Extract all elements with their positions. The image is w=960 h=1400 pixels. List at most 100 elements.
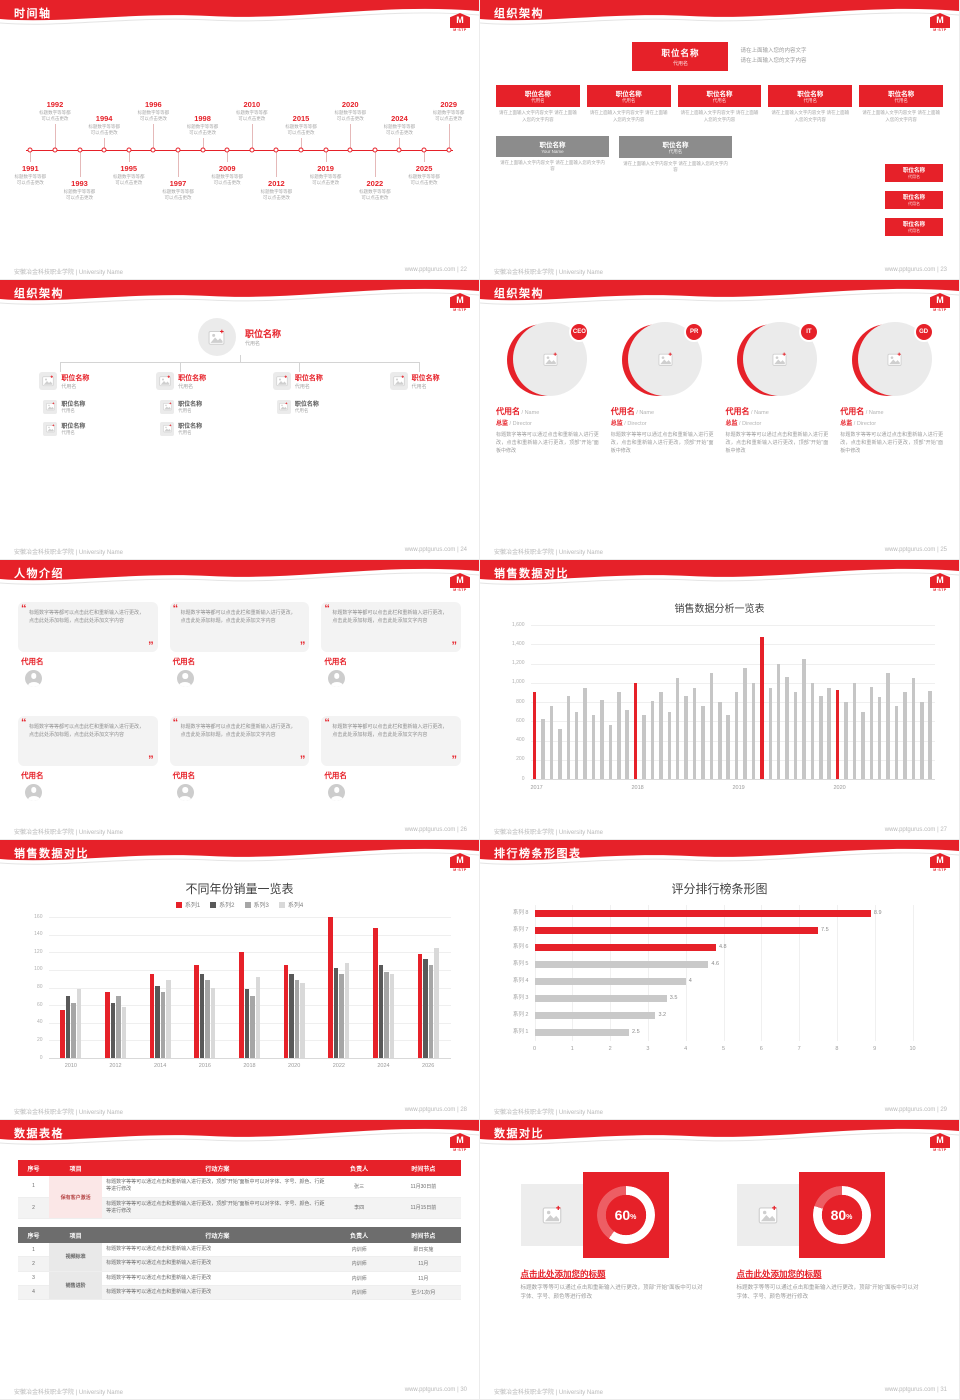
timeline-item: 2015 标题数字等等都可以点击更改 [285,36,317,264]
org-box: 职位名称 代用名 [586,85,671,107]
org-box-small: 职位名称 代用名 [885,164,943,182]
progress-ring [596,1186,655,1244]
timeline-stem [227,150,229,162]
timeline-year: 1995 [120,164,138,173]
gridline [761,905,763,1041]
table-row: 1 保有客户激活 标题数字等等可以通过点击和重新输入进行更改，顶部“开始”面板中… [18,1176,461,1219]
slide-data-tables[interactable]: 数据表格 M M·STP 序号 项目 行动方案 负责人 时间节点 [0,1120,480,1400]
x-tick-label: 2 [608,1045,612,1052]
position-sub: 代用名 [294,383,310,390]
gridline [530,779,935,780]
bar [566,696,571,779]
footer-site-page: www.pptgurus.com | 30 [404,1387,467,1393]
gridline [48,969,451,971]
slide-sales-analysis[interactable]: 销售数据对比 M M·STP 销售数据分析一览表 0 200 400 600 800 1,… [480,560,960,840]
timeline-stem [128,150,130,162]
slide-data-compare[interactable]: 数据对比 M M·STP [480,1120,960,1400]
avatar-placeholder [160,399,175,414]
member-card: GD 代用名 / Name 总监 / Director 标题数字等等可以通过点击… [840,320,943,544]
gridline [799,905,801,1041]
position-title: 职位名称 [797,91,824,98]
position-sub: Your Name [541,148,564,154]
org-gray-box: 职位名称 代用名 [619,135,732,158]
slide-footer: 安徽冶金科技职业学院 | University Name www.pptguru… [14,1387,467,1396]
x-tick-label: 2010 [64,1062,77,1069]
timeline-caption: 标题数字等等都可以点击更改 [137,110,170,122]
timeline-item: 2020 标题数字等等都可以点击更改 [334,36,366,264]
bar [300,983,305,1058]
sales-by-year-chart: 0 20 40 60 80 100 120 140 160 2010 2012 2014 2016 201… [19,911,461,1071]
image-placeholder-icon [393,375,405,387]
footer-site-page: www.pptgurus.com | 29 [884,1107,947,1113]
person-name: 代用名 [21,771,44,780]
bar [71,1003,76,1058]
bar [583,687,587,779]
header-wave-decoration [480,560,959,594]
avatar-placeholder [389,372,408,390]
slide-org-circles[interactable]: 组织架构 M M·STP CEO 代用名 / Name 总监 [480,280,960,560]
slide-title: 组织架构 [14,288,64,300]
timeline-stem [276,150,278,177]
bar-category-label: 系列 6 [512,943,529,950]
bar-value-label: 2.5 [632,1028,640,1035]
org-branch: 职位名称 代用名 [356,372,473,436]
slide-sales-by-year[interactable]: 销售数据对比 M M·STP 不同年份销量一览表 系列1 系列2 系列3 系列4 0 2… [0,840,480,1120]
legend-swatch [210,901,217,908]
bar-value-label: 4 [688,977,692,984]
footer-school: 安徽冶金科技职业学院 | University Name [14,830,123,836]
member-name: 代用名 / Name [725,407,769,416]
slide-header: 组织架构 M M·STP [0,280,479,316]
image-placeholder-icon [887,352,902,367]
position-sub: 代用名 [668,148,683,154]
legend-label: 系列3 [253,903,269,909]
bar [105,991,110,1058]
bar [877,697,882,779]
timeline-caption: 标题数字等等都可以点击更改 [383,124,416,136]
logo-icon: M [930,293,950,308]
open-quote-icon: “ [324,717,330,729]
quote-bubble: “ 标题数字等等都可以点击此栏和重新输入进行更改，点击此处添加标题，点击此处添加… [18,716,158,766]
timeline-dot [52,147,58,153]
image-placeholder-icon [159,375,171,387]
timeline-caption: 标题数字等等都可以点击更改 [260,189,293,200]
bar [743,668,747,779]
member-desc: 标题数字等等可以通过点击和重新输入进行更改，点击和重新输入进行更改，顶部“开始”… [840,432,943,454]
quote-bubble: “ 标题数字等等都可以点击此栏和重新输入进行更改，点击此处添加标题，点击此处添加… [169,716,310,766]
x-tick-label: 8 [835,1045,839,1052]
y-tick-label: 1,600 [511,621,525,628]
bar [328,917,333,1058]
position-title: 职位名称 [902,195,925,201]
logo-subtext: M·STP [933,308,947,312]
org-box: 职位名称 代用名 [677,85,762,107]
member-desc: 标题数字等等可以通过点击和重新输入进行更改，点击和重新输入进行更改，顶部“开始”… [725,432,829,454]
slide-ranking-chart[interactable]: 排行榜条形图表 M M·STP 评分排行榜条形图 0 1 2 3 4 5 6 7 8 9 10 系列 … [480,840,960,1120]
gridline [48,987,451,989]
org-box-desc: 请在上面输入文字内容文字 请在上面输入您的文字内容 [680,110,759,122]
slide-people-intro[interactable]: 人物介绍 M M·STP “ 标题数字等等都可以点击此栏和重新输入进行更改，点击… [0,560,480,840]
timeline-stem [79,150,81,177]
slide-org-tree[interactable]: 组织架构 M M·STP 职位名称 代用名 [0,280,480,560]
brand-logo: M M·STP [450,293,470,313]
brand-logo: M M·STP [930,573,950,593]
logo-icon: M [930,573,950,588]
slide-timeline[interactable]: 时间轴 M M·STP 1991 标题数字等等都可以点击更改 [0,0,480,280]
position-title: 职位名称 [524,91,551,98]
slide-org-boxes[interactable]: 组织架构 M M·STP 职位名称 代用名 请在上面输入您的内容文字 请在上面输… [480,0,960,280]
person-avatar [328,670,346,687]
timeline-year: 1997 [169,179,187,188]
org-box-cell: 职位名称 代用名 请在上面输入文字内容文字 请在上面输入您的文字内容 [677,85,762,124]
timeline-caption: 标题数字等等都可以点击更改 [14,174,47,185]
timeline-stem [177,150,179,177]
bar [65,996,71,1058]
timeline-stem [325,150,327,162]
bar [373,927,378,1058]
position-sub: 代用名 [178,430,192,435]
image-placeholder-icon [772,352,787,367]
bar-category-label: 系列 2 [512,1011,529,1018]
org-branch: 职位名称 代用名 [123,372,240,436]
person-name: 代用名 [324,657,347,666]
position-title: 职位名称 [178,374,207,382]
footer-site-page: www.pptgurus.com | 24 [404,547,467,553]
panel-title: 点击此处添加您的标题 [520,1269,606,1279]
position-title: 职位名称 [706,91,733,98]
